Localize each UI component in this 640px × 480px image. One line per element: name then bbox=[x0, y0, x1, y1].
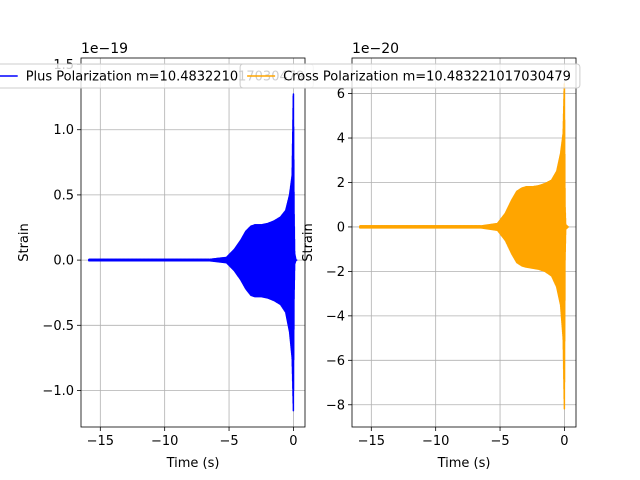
plus-offset-text: 1e−19 bbox=[81, 41, 128, 57]
cross-x-tick-label: 0 bbox=[560, 434, 568, 449]
plus-axes-frame bbox=[80, 57, 306, 428]
cross-polarization-line bbox=[358, 83, 569, 410]
cross-y-axis-label: Strain bbox=[301, 223, 316, 262]
plus-legend: Plus Polarization m=10.483221017030479 bbox=[0, 63, 314, 89]
cross-x-tick-label: −15 bbox=[358, 434, 385, 449]
cross-y-tick-label: −6 bbox=[326, 354, 345, 369]
plus-x-axis-label: Time (s) bbox=[166, 456, 220, 471]
cross-y-tick-label: 6 bbox=[337, 87, 345, 102]
plus-x-tick-label: −10 bbox=[151, 434, 178, 449]
cross-y-tick-label: 4 bbox=[337, 132, 345, 147]
cross-y-tick-label: −2 bbox=[326, 265, 345, 280]
cross-y-tick-label: 0 bbox=[337, 220, 345, 235]
plus-y-tick-label: 0.5 bbox=[53, 188, 74, 203]
cross-y-tick-label: −8 bbox=[326, 398, 345, 413]
plus-y-tick-label: 1.0 bbox=[53, 123, 74, 138]
plus-x-tick-label: −5 bbox=[219, 434, 238, 449]
plus-legend-label: Plus Polarization m=10.483221017030479 bbox=[26, 70, 305, 85]
plus-y-tick-label: −0.5 bbox=[42, 319, 74, 334]
cross-axes-frame bbox=[351, 57, 577, 428]
cross-x-tick-label: −10 bbox=[422, 434, 449, 449]
cross-y-tick-label: 2 bbox=[337, 176, 345, 191]
cross-legend-label: Cross Polarization m=10.483221017030479 bbox=[283, 70, 571, 85]
plus-y-tick-label: −1.0 bbox=[42, 384, 74, 399]
plus-polarization-line bbox=[87, 93, 298, 412]
cross-legend-box bbox=[239, 63, 581, 89]
plus-polarization-panel: −15−10−50−1.0−0.50.00.51.01.5Time (s)Str… bbox=[0, 41, 314, 471]
cross-x-axis-label: Time (s) bbox=[437, 456, 491, 471]
plus-x-tick-label: −15 bbox=[87, 434, 114, 449]
cross-polarization-panel: −15 −10 −5 0 −8 −6 −4 −2 0 2 4 6 Time (s) Strain 1e−20… bbox=[239, 41, 581, 471]
cross-x-tick-label: −5 bbox=[490, 434, 509, 449]
plus-y-tick-label: 0.0 bbox=[53, 254, 74, 269]
plus-x-tick-label: 0 bbox=[289, 434, 297, 449]
cross-y-tick-label: −4 bbox=[326, 309, 345, 324]
cross-offset-text: 1e−20 bbox=[352, 41, 399, 57]
plus-y-axis-label: Strain bbox=[17, 223, 32, 262]
cross-legend: Cross Polarization m=10.483221017030479 bbox=[239, 63, 581, 89]
